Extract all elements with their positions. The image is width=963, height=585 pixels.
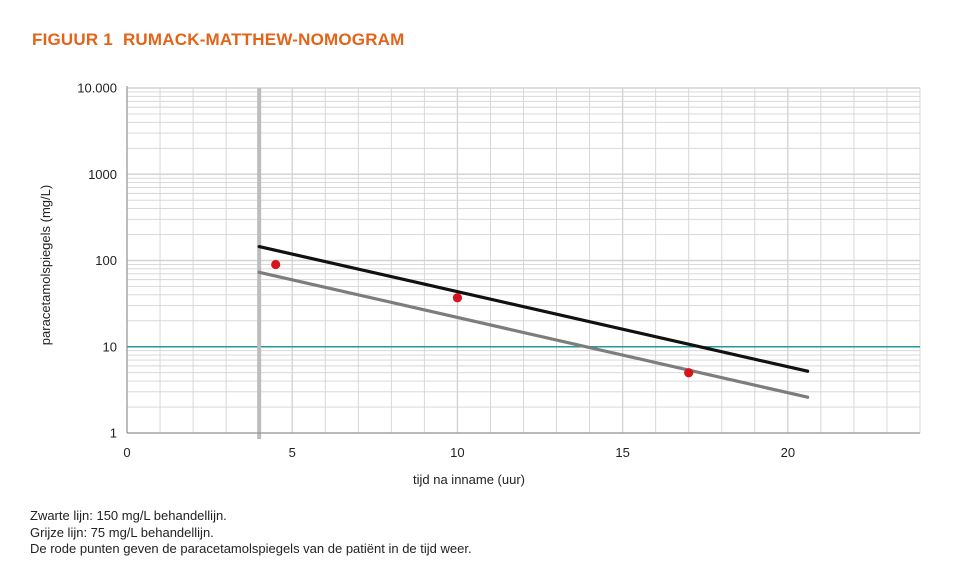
y-axis-label: paracetamolspiegels (mg/L) — [38, 185, 53, 345]
y-tick-label: 100 — [95, 253, 117, 268]
x-axis-label: tijd na inname (uur) — [413, 472, 525, 487]
x-tick-label: 15 — [615, 445, 629, 460]
x-tick-label: 0 — [123, 445, 130, 460]
axes — [126, 86, 920, 434]
patient-data-point — [684, 368, 694, 378]
tick-labels: 0 5 10 15 20 1 10 100 1000 10.000 — [77, 81, 795, 461]
patient-data-point — [452, 293, 463, 303]
x-tick-label: 10 — [450, 445, 464, 460]
series-layer — [257, 244, 810, 399]
note-black-line: Zwarte lijn: 150 mg/L behandellijn. — [30, 508, 227, 523]
x-tick-label: 20 — [781, 445, 795, 460]
note-red-points: De rode punten geven de paracetamolspieg… — [30, 541, 472, 556]
y-tick-label: 10.000 — [77, 81, 117, 96]
treatment-line-150 — [257, 244, 810, 373]
treatment-line-75 — [257, 270, 810, 399]
reference-lines — [127, 88, 920, 439]
patient-data-point — [271, 259, 281, 270]
y-tick-label: 1000 — [88, 167, 117, 182]
figure-number: FIGUUR 1 — [32, 30, 113, 49]
note-grey-line: Grijze lijn: 75 mg/L behandellijn. — [30, 524, 214, 540]
figure-title-text: RUMACK-MATTHEW-NOMOGRAM — [122, 30, 405, 49]
y-tick-label: 1 — [110, 426, 117, 441]
x-tick-label: 5 — [289, 445, 296, 460]
y-tick-label: 10 — [103, 339, 117, 354]
nomogram-chart: 0 5 10 15 20 1 10 100 1000 10.000 tijd na inname … — [38, 81, 921, 487]
figure-notes: Zwarte lijn: 150 mg/L behandellijn. Grij… — [30, 508, 472, 558]
figure-title: FIGUUR 1 RUMACK-MATTHEW-NOMOGRAM — [32, 30, 405, 50]
